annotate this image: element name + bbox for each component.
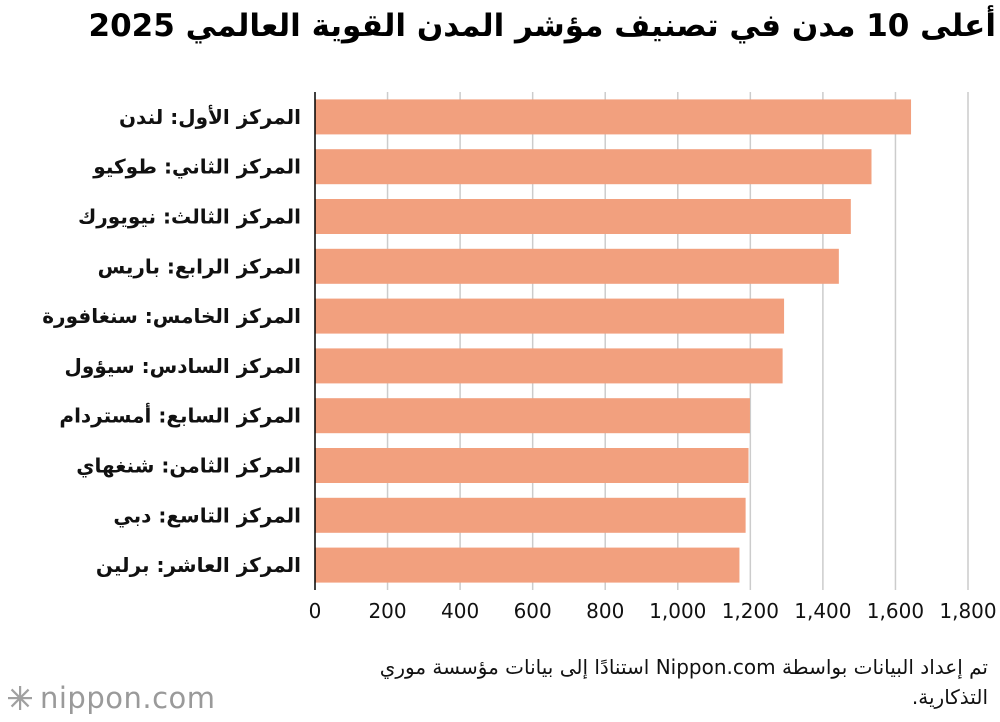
x-tick-label: 1,600	[867, 599, 924, 623]
chart-title: أعلى 10 مدن في تصنيف مؤشر المدن القوية ا…	[88, 8, 996, 44]
nippon-logo: nippon.com	[6, 680, 216, 716]
x-tick-label: 0	[309, 599, 322, 623]
category-label: المركز الأول: لندن	[119, 104, 301, 129]
x-tick-labels: 0 200 400 600 800 1,000 1,200 1,400 1,600 1,800	[309, 599, 997, 623]
x-tick-label: 800	[586, 599, 624, 623]
source-note: تم إعداد البيانات بواسطة Nippon.com استن…	[379, 655, 988, 709]
x-tick-label: 400	[441, 599, 479, 623]
bar-chart: المركز الأول: لندن المركز الثاني: طوكيو ال…	[42, 92, 997, 623]
bar	[315, 199, 851, 234]
x-tick-label: 600	[514, 599, 552, 623]
bar	[315, 248, 839, 284]
x-tick-label: 1,000	[649, 599, 706, 623]
category-label: المركز الرابع: باريس	[98, 254, 301, 278]
bar	[315, 348, 783, 384]
category-label: المركز السادس: سيؤول	[65, 354, 301, 378]
bars	[315, 99, 912, 583]
bar	[315, 298, 785, 334]
bar	[315, 149, 872, 185]
x-tick-label: 1,400	[794, 599, 851, 623]
bar	[315, 547, 740, 583]
category-labels: المركز الأول: لندن المركز الثاني: طوكيو ال…	[42, 104, 301, 577]
category-label: المركز التاسع: دبي	[113, 503, 301, 528]
bar	[315, 497, 746, 533]
category-label: المركز الثاني: طوكيو	[92, 155, 301, 180]
category-label: المركز السابع: أمستردام	[59, 402, 301, 428]
nippon-logo-icon	[8, 686, 32, 710]
category-label: المركز الخامس: سنغافورة	[42, 304, 301, 328]
category-label: المركز الثامن: شنغهاي	[76, 454, 301, 479]
category-label: المركز الثالث: نيويورك	[78, 205, 301, 229]
x-tick-label: 1,800	[939, 599, 996, 623]
bar	[315, 99, 912, 135]
nippon-logo-text: nippon.com	[40, 681, 216, 715]
bar	[315, 398, 750, 434]
x-tick-label: 1,200	[722, 599, 779, 623]
x-tick-label: 200	[368, 599, 406, 623]
category-label: المركز العاشر: برلين	[96, 553, 301, 577]
bar	[315, 448, 749, 483]
